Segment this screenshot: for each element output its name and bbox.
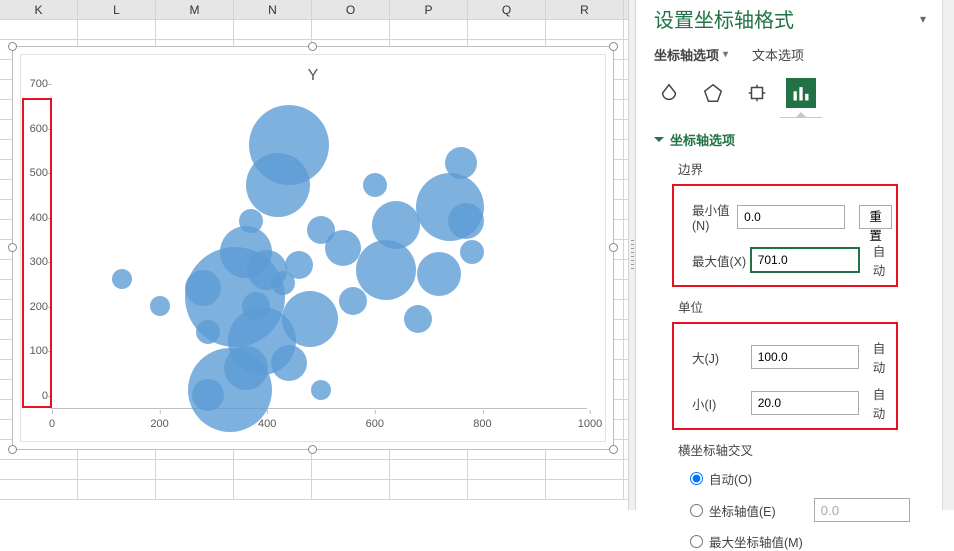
spreadsheet-area: K L M N O P Q R Y 0100200300400500600700… xyxy=(0,0,628,510)
resize-handle[interactable] xyxy=(609,445,618,454)
minor-unit-input[interactable] xyxy=(751,391,859,415)
max-label: 最大值(X) xyxy=(692,251,751,270)
col-header[interactable]: P xyxy=(390,0,468,19)
minor-unit-label: 小(I) xyxy=(692,394,751,413)
effects-icon[interactable] xyxy=(698,78,728,108)
resize-handle[interactable] xyxy=(609,42,618,51)
chart-title[interactable]: Y xyxy=(21,67,605,85)
bubble-point[interactable] xyxy=(372,201,420,249)
col-header[interactable]: L xyxy=(78,0,156,19)
resize-handle[interactable] xyxy=(609,243,618,252)
bubble-point[interactable] xyxy=(112,269,132,289)
major-unit-input[interactable] xyxy=(751,345,859,369)
col-header[interactable]: K xyxy=(0,0,78,19)
panel-title: 设置坐标轴格式 xyxy=(654,4,920,33)
radio-cross-auto[interactable] xyxy=(690,472,703,485)
group-units-label: 单位 xyxy=(678,297,954,316)
bubble-point[interactable] xyxy=(356,240,416,300)
bubble-point[interactable] xyxy=(196,320,220,344)
annotation-units-highlight: 大(J) 自动 小(I) 自动 xyxy=(672,322,898,430)
cross-value-input xyxy=(814,498,910,522)
bubble-point[interactable] xyxy=(404,305,432,333)
col-header[interactable]: Q xyxy=(468,0,546,19)
bubble-point[interactable] xyxy=(239,209,263,233)
column-header-row: K L M N O P Q R xyxy=(0,0,628,20)
axis-min-input[interactable] xyxy=(737,205,845,229)
resize-handle[interactable] xyxy=(308,445,317,454)
bubble-point[interactable] xyxy=(246,153,310,217)
max-suffix: 自动 xyxy=(873,241,892,279)
col-header[interactable]: N xyxy=(234,0,312,19)
bubble-point[interactable] xyxy=(285,251,313,279)
annotation-yaxis-highlight xyxy=(22,98,52,408)
bubble-point[interactable] xyxy=(150,296,170,316)
fill-line-icon[interactable] xyxy=(654,78,684,108)
col-header[interactable]: M xyxy=(156,0,234,19)
axis-max-input[interactable] xyxy=(751,248,859,272)
col-header[interactable]: O xyxy=(312,0,390,19)
resize-handle[interactable] xyxy=(8,243,17,252)
panel-menu-caret-icon[interactable]: ▾ xyxy=(920,12,926,26)
tab-label: 文本选项 xyxy=(752,45,804,64)
resize-handle[interactable] xyxy=(308,42,317,51)
plot-area[interactable]: 010020030040050060070002004006008001000 xyxy=(51,99,587,409)
tab-axis-options[interactable]: 坐标轴选项 ▾ xyxy=(654,45,728,64)
bubble-point[interactable] xyxy=(445,147,477,179)
minor-suffix: 自动 xyxy=(873,384,892,422)
size-properties-icon[interactable] xyxy=(742,78,772,108)
bubble-point[interactable] xyxy=(417,252,461,296)
chart-object[interactable]: Y 01002003004005006007000200400600800100… xyxy=(12,46,614,450)
section-label: 坐标轴选项 xyxy=(670,130,735,149)
radio-cross-max[interactable] xyxy=(690,535,703,548)
bubble-point[interactable] xyxy=(460,240,484,264)
reset-min-button[interactable]: 重置 xyxy=(859,205,892,229)
tab-text-options[interactable]: 文本选项 xyxy=(752,45,804,64)
bubble-point[interactable] xyxy=(325,230,361,266)
resize-handle[interactable] xyxy=(8,445,17,454)
axis-options-icon[interactable] xyxy=(786,78,816,108)
section-axis-options[interactable]: 坐标轴选项 xyxy=(654,130,954,149)
bubble-point[interactable] xyxy=(282,291,338,347)
major-suffix: 自动 xyxy=(873,338,892,376)
bubble-point[interactable] xyxy=(339,287,367,315)
major-unit-label: 大(J) xyxy=(692,348,751,367)
radio-cross-value[interactable] xyxy=(690,504,703,517)
radio-label: 最大坐标轴值(M) xyxy=(709,532,803,551)
min-label: 最小值(N) xyxy=(692,200,737,233)
bubble-point[interactable] xyxy=(448,203,484,239)
expand-triangle-icon xyxy=(654,137,664,147)
panel-scrollbar[interactable] xyxy=(942,0,954,510)
radio-label: 自动(O) xyxy=(709,469,752,488)
resize-handle[interactable] xyxy=(8,42,17,51)
bubble-point[interactable] xyxy=(363,173,387,197)
tab-label: 坐标轴选项 xyxy=(654,45,719,64)
bubble-point[interactable] xyxy=(271,345,307,381)
group-cross-label: 横坐标轴交叉 xyxy=(678,440,954,459)
bubble-point[interactable] xyxy=(311,380,331,400)
chart-canvas[interactable]: Y 01002003004005006007000200400600800100… xyxy=(20,54,606,442)
group-bounds-label: 边界 xyxy=(678,159,954,178)
col-header[interactable]: R xyxy=(546,0,624,19)
chevron-down-icon: ▾ xyxy=(723,49,728,60)
radio-label: 坐标轴值(E) xyxy=(709,501,776,520)
pane-splitter[interactable] xyxy=(628,0,636,510)
format-axis-panel: 设置坐标轴格式 ▾ 坐标轴选项 ▾ 文本选项 坐标轴选项 边界 最小值(N) xyxy=(636,0,954,510)
annotation-bounds-highlight: 最小值(N) 重置 最大值(X) 自动 xyxy=(672,184,898,287)
